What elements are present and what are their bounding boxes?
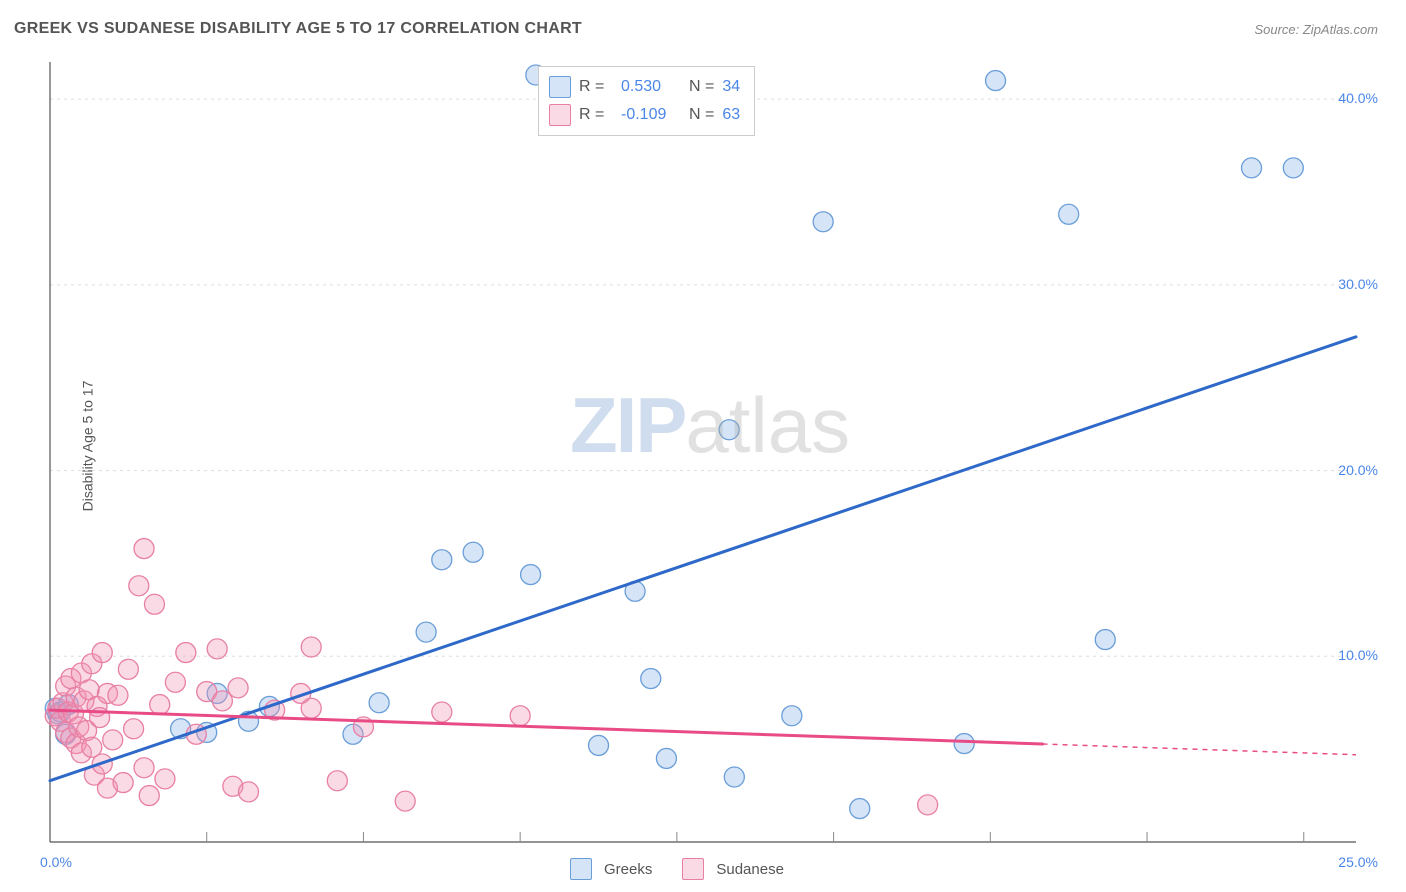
scatter-point: [656, 748, 676, 768]
scatter-point: [165, 672, 185, 692]
scatter-point: [1283, 158, 1303, 178]
trend-line: [50, 337, 1356, 781]
legend-swatch: [570, 858, 592, 880]
legend-series-label: Sudanese: [716, 861, 784, 878]
scatter-point: [782, 706, 802, 726]
scatter-point: [521, 565, 541, 585]
scatter-point: [103, 730, 123, 750]
scatter-point: [395, 791, 415, 811]
x-tick-label: 0.0%: [40, 854, 72, 870]
legend-r-value: -0.109: [621, 106, 681, 124]
scatter-point: [850, 799, 870, 819]
scatter-point: [301, 698, 321, 718]
scatter-point: [1242, 158, 1262, 178]
scatter-point: [918, 795, 938, 815]
scatter-point: [239, 782, 259, 802]
scatter-point: [92, 643, 112, 663]
scatter-point: [134, 539, 154, 559]
scatter-point: [719, 420, 739, 440]
scatter-point: [124, 719, 144, 739]
scatter-point: [641, 669, 661, 689]
legend-swatch: [549, 104, 571, 126]
legend-swatch: [682, 858, 704, 880]
legend-n-value: 34: [722, 78, 740, 96]
scatter-point: [327, 771, 347, 791]
scatter-point: [369, 693, 389, 713]
scatter-point: [986, 71, 1006, 91]
x-tick-label: 25.0%: [1338, 854, 1378, 870]
scatter-point: [139, 786, 159, 806]
legend-n-value: 63: [722, 106, 740, 124]
correlation-stats-legend: R =0.530N =34R =-0.109N =63: [538, 66, 755, 136]
scatter-point: [155, 769, 175, 789]
trend-line-extrapolated: [1043, 744, 1356, 755]
y-tick-label: 10.0%: [1338, 647, 1378, 663]
scatter-point: [510, 706, 530, 726]
scatter-point: [176, 643, 196, 663]
legend-stats-row: R =-0.109N =63: [549, 101, 740, 129]
scatter-point: [301, 637, 321, 657]
scatter-point: [144, 594, 164, 614]
scatter-point: [432, 550, 452, 570]
scatter-point: [813, 212, 833, 232]
scatter-point: [118, 659, 138, 679]
scatter-point: [463, 542, 483, 562]
scatter-point: [1095, 630, 1115, 650]
legend-r-value: 0.530: [621, 78, 681, 96]
scatter-point: [207, 639, 227, 659]
scatter-point: [1059, 204, 1079, 224]
series-legend: Greeks Sudanese: [570, 858, 802, 880]
scatter-point: [113, 773, 133, 793]
scatter-point: [134, 758, 154, 778]
scatter-point: [724, 767, 744, 787]
legend-swatch: [549, 76, 571, 98]
scatter-point: [432, 702, 452, 722]
scatter-point: [228, 678, 248, 698]
scatter-point: [108, 685, 128, 705]
scatter-point: [150, 695, 170, 715]
scatter-point: [589, 735, 609, 755]
y-tick-label: 20.0%: [1338, 462, 1378, 478]
legend-stats-row: R =0.530N =34: [549, 73, 740, 101]
scatter-point: [129, 576, 149, 596]
legend-series-label: Greeks: [604, 861, 652, 878]
scatter-point: [416, 622, 436, 642]
y-tick-label: 30.0%: [1338, 276, 1378, 292]
scatter-point: [954, 734, 974, 754]
y-tick-label: 40.0%: [1338, 90, 1378, 106]
